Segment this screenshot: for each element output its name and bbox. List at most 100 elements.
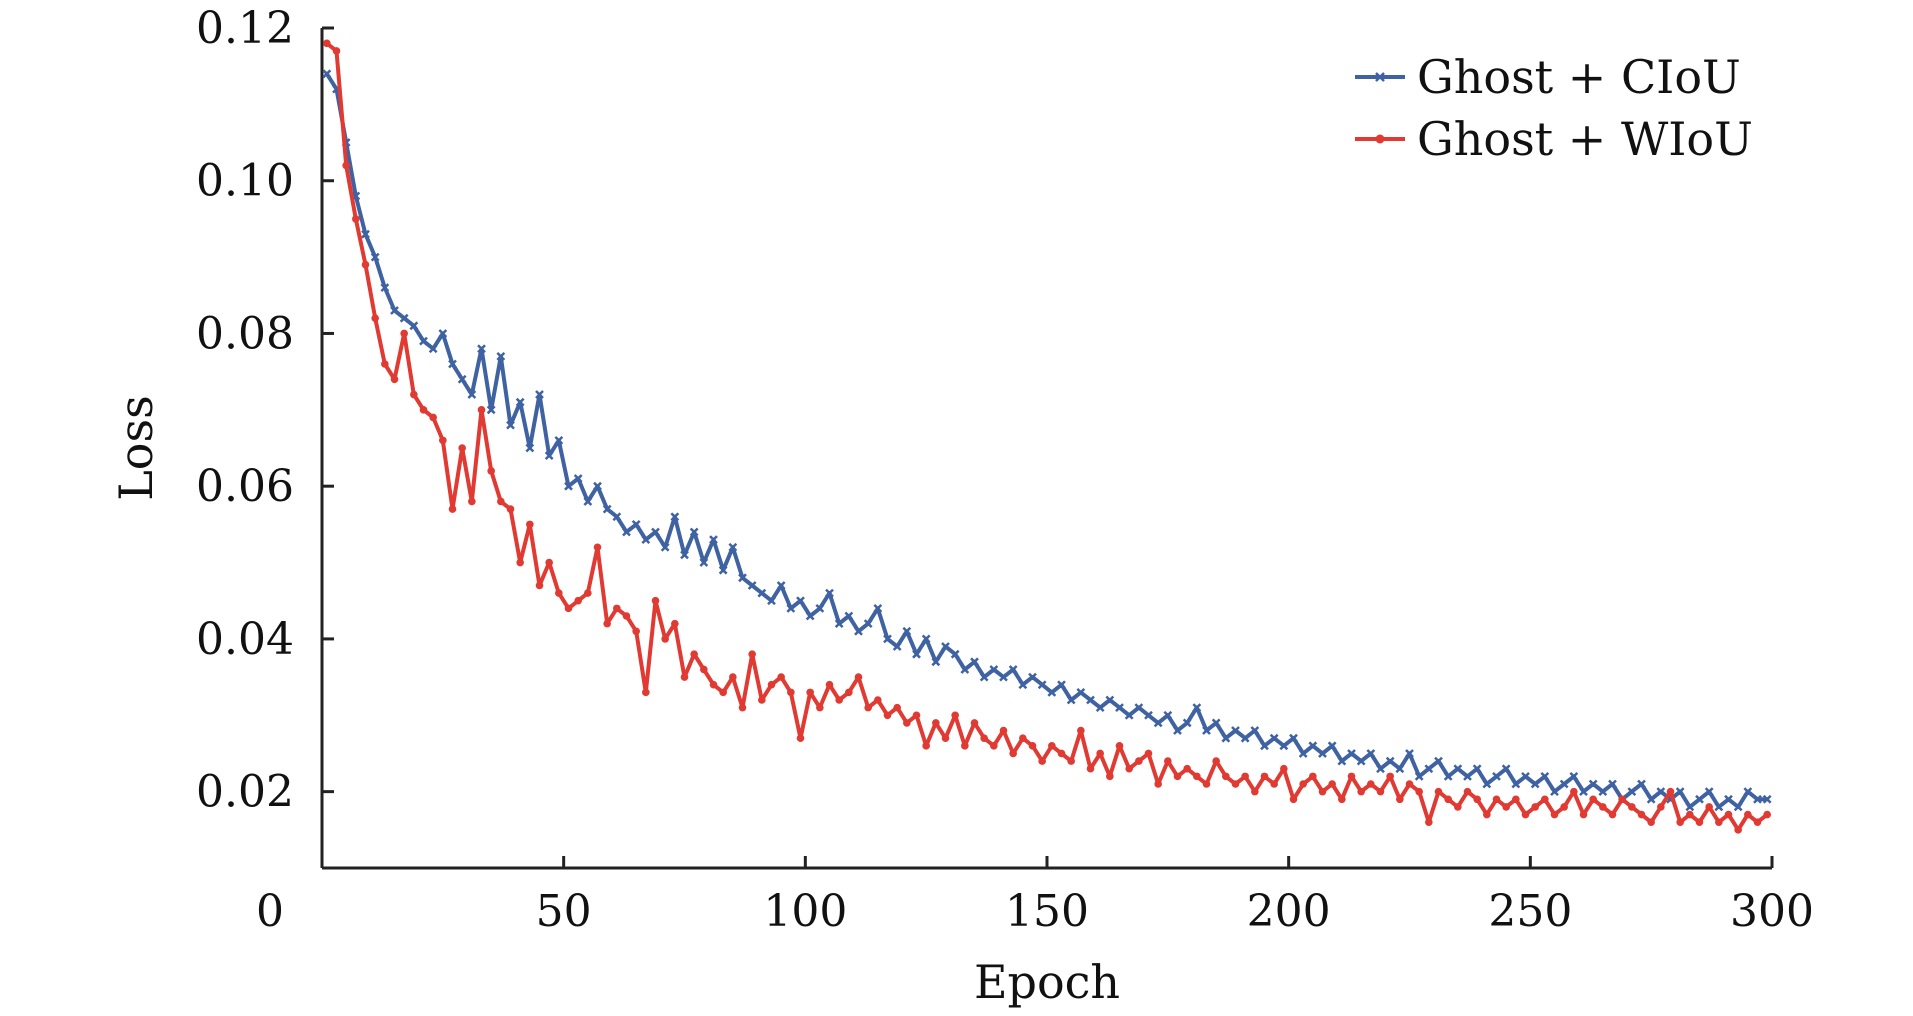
series-line-1 — [324, 71, 1770, 809]
series-2-point — [1550, 810, 1559, 819]
series-2-point — [1637, 810, 1646, 819]
series-2-point — [767, 680, 776, 689]
series-2-point — [1724, 810, 1733, 819]
series-2-point — [332, 47, 341, 55]
series-1-point — [1695, 794, 1704, 804]
series-2-point — [1299, 780, 1307, 788]
series-2-point — [1318, 787, 1327, 796]
series-2-point — [1135, 757, 1143, 765]
series-1-point — [496, 351, 506, 361]
series-2-point — [1222, 772, 1230, 781]
series-2-point — [1686, 810, 1694, 819]
series-2-point — [1715, 818, 1723, 826]
series-1-point — [747, 581, 757, 590]
series-2-point — [1086, 764, 1095, 773]
series-2-point — [1396, 795, 1404, 804]
series-2-point — [622, 612, 631, 620]
series-2-point — [845, 688, 853, 697]
series-2-point — [951, 711, 959, 720]
ticks: 0 50 100 150 200 250 300 0.02 0.04 0.06 0.08 0.10 0.… — [196, 3, 1814, 937]
series-1-point — [892, 642, 902, 651]
series-2-point — [1164, 757, 1172, 765]
series-1-point — [1405, 749, 1414, 758]
series-1-point — [399, 313, 409, 323]
series-1-point — [409, 321, 419, 331]
series-1-point — [1385, 756, 1395, 766]
series-2-point — [854, 673, 863, 681]
series-1-point — [1057, 680, 1066, 690]
series-2-point — [1705, 803, 1713, 811]
series-2-point — [758, 696, 766, 704]
series-1-point — [544, 451, 554, 461]
series-2-point — [1212, 757, 1220, 765]
series-1-point — [660, 542, 670, 552]
series-1-point — [1463, 771, 1472, 781]
series-1-point — [1182, 718, 1192, 728]
series-2-point — [574, 596, 582, 605]
series-2-point — [709, 680, 718, 689]
series-2-point — [477, 406, 486, 414]
series-2-point — [1647, 818, 1655, 826]
series-1-point — [1608, 779, 1617, 789]
series-1-point — [1569, 771, 1579, 781]
series-2-point — [1048, 742, 1056, 750]
series-1-point — [361, 229, 370, 239]
series-1-point — [1308, 741, 1318, 751]
series-2-point — [1038, 757, 1046, 765]
series-2-point — [1734, 826, 1742, 834]
series-2-point — [535, 581, 544, 590]
series-1-point — [1298, 749, 1308, 758]
series-1-point — [651, 527, 660, 537]
series-2-point — [1744, 810, 1752, 819]
series-1-point — [593, 481, 602, 491]
series-2-point — [1415, 787, 1423, 796]
series-2-point — [932, 719, 940, 727]
series-1-point — [680, 550, 689, 560]
series-1-point — [515, 397, 525, 407]
series-2-point — [487, 467, 495, 475]
series-1-point — [1675, 787, 1685, 797]
series-2-point — [1676, 818, 1684, 826]
series-1-point — [1714, 802, 1724, 812]
series-1-point — [1472, 764, 1482, 774]
legend-item-1: Ghost + CIoU — [1355, 50, 1741, 104]
series-1-point — [1376, 764, 1385, 774]
x-tick-label: 200 — [1247, 886, 1331, 937]
legend: Ghost + CIoU Ghost + WIoU — [1355, 50, 1753, 166]
series-2-point — [816, 703, 824, 712]
series-2-point — [613, 604, 621, 613]
series-2-point — [961, 742, 969, 750]
series-2-point — [825, 680, 834, 689]
series-1-point — [1260, 741, 1269, 751]
series-1-point — [1579, 787, 1588, 797]
series-1-point — [689, 527, 699, 537]
x-tick-label: 300 — [1730, 886, 1814, 937]
series-1-point — [1008, 665, 1018, 674]
series-2-point — [729, 673, 737, 681]
series-2-point — [468, 497, 476, 506]
series-1-point — [602, 504, 612, 514]
series-1-point — [728, 542, 738, 552]
series-2-point — [1115, 742, 1124, 750]
y-axis-label: Loss — [109, 395, 163, 500]
series-1-point — [631, 519, 641, 529]
series-2-point — [516, 558, 524, 567]
series-1-point — [776, 581, 786, 590]
series-2-point — [458, 444, 466, 452]
series-1-point — [1337, 756, 1347, 766]
series-1-point — [1637, 779, 1646, 789]
series-2-point — [390, 375, 399, 384]
series-2-point — [1618, 795, 1626, 804]
series-2-point — [1144, 749, 1153, 758]
series-1-point — [641, 535, 651, 545]
series-1-point — [467, 390, 477, 399]
series-2-point — [1202, 780, 1211, 788]
series-1-point — [525, 443, 535, 453]
series-1-point — [1356, 756, 1366, 766]
series-2-point — [661, 635, 669, 643]
series-1-point — [448, 359, 457, 369]
series-1-point — [786, 603, 796, 613]
series-1-point — [1453, 764, 1463, 774]
series-1-point — [428, 344, 438, 354]
series-1-point — [1704, 787, 1714, 797]
